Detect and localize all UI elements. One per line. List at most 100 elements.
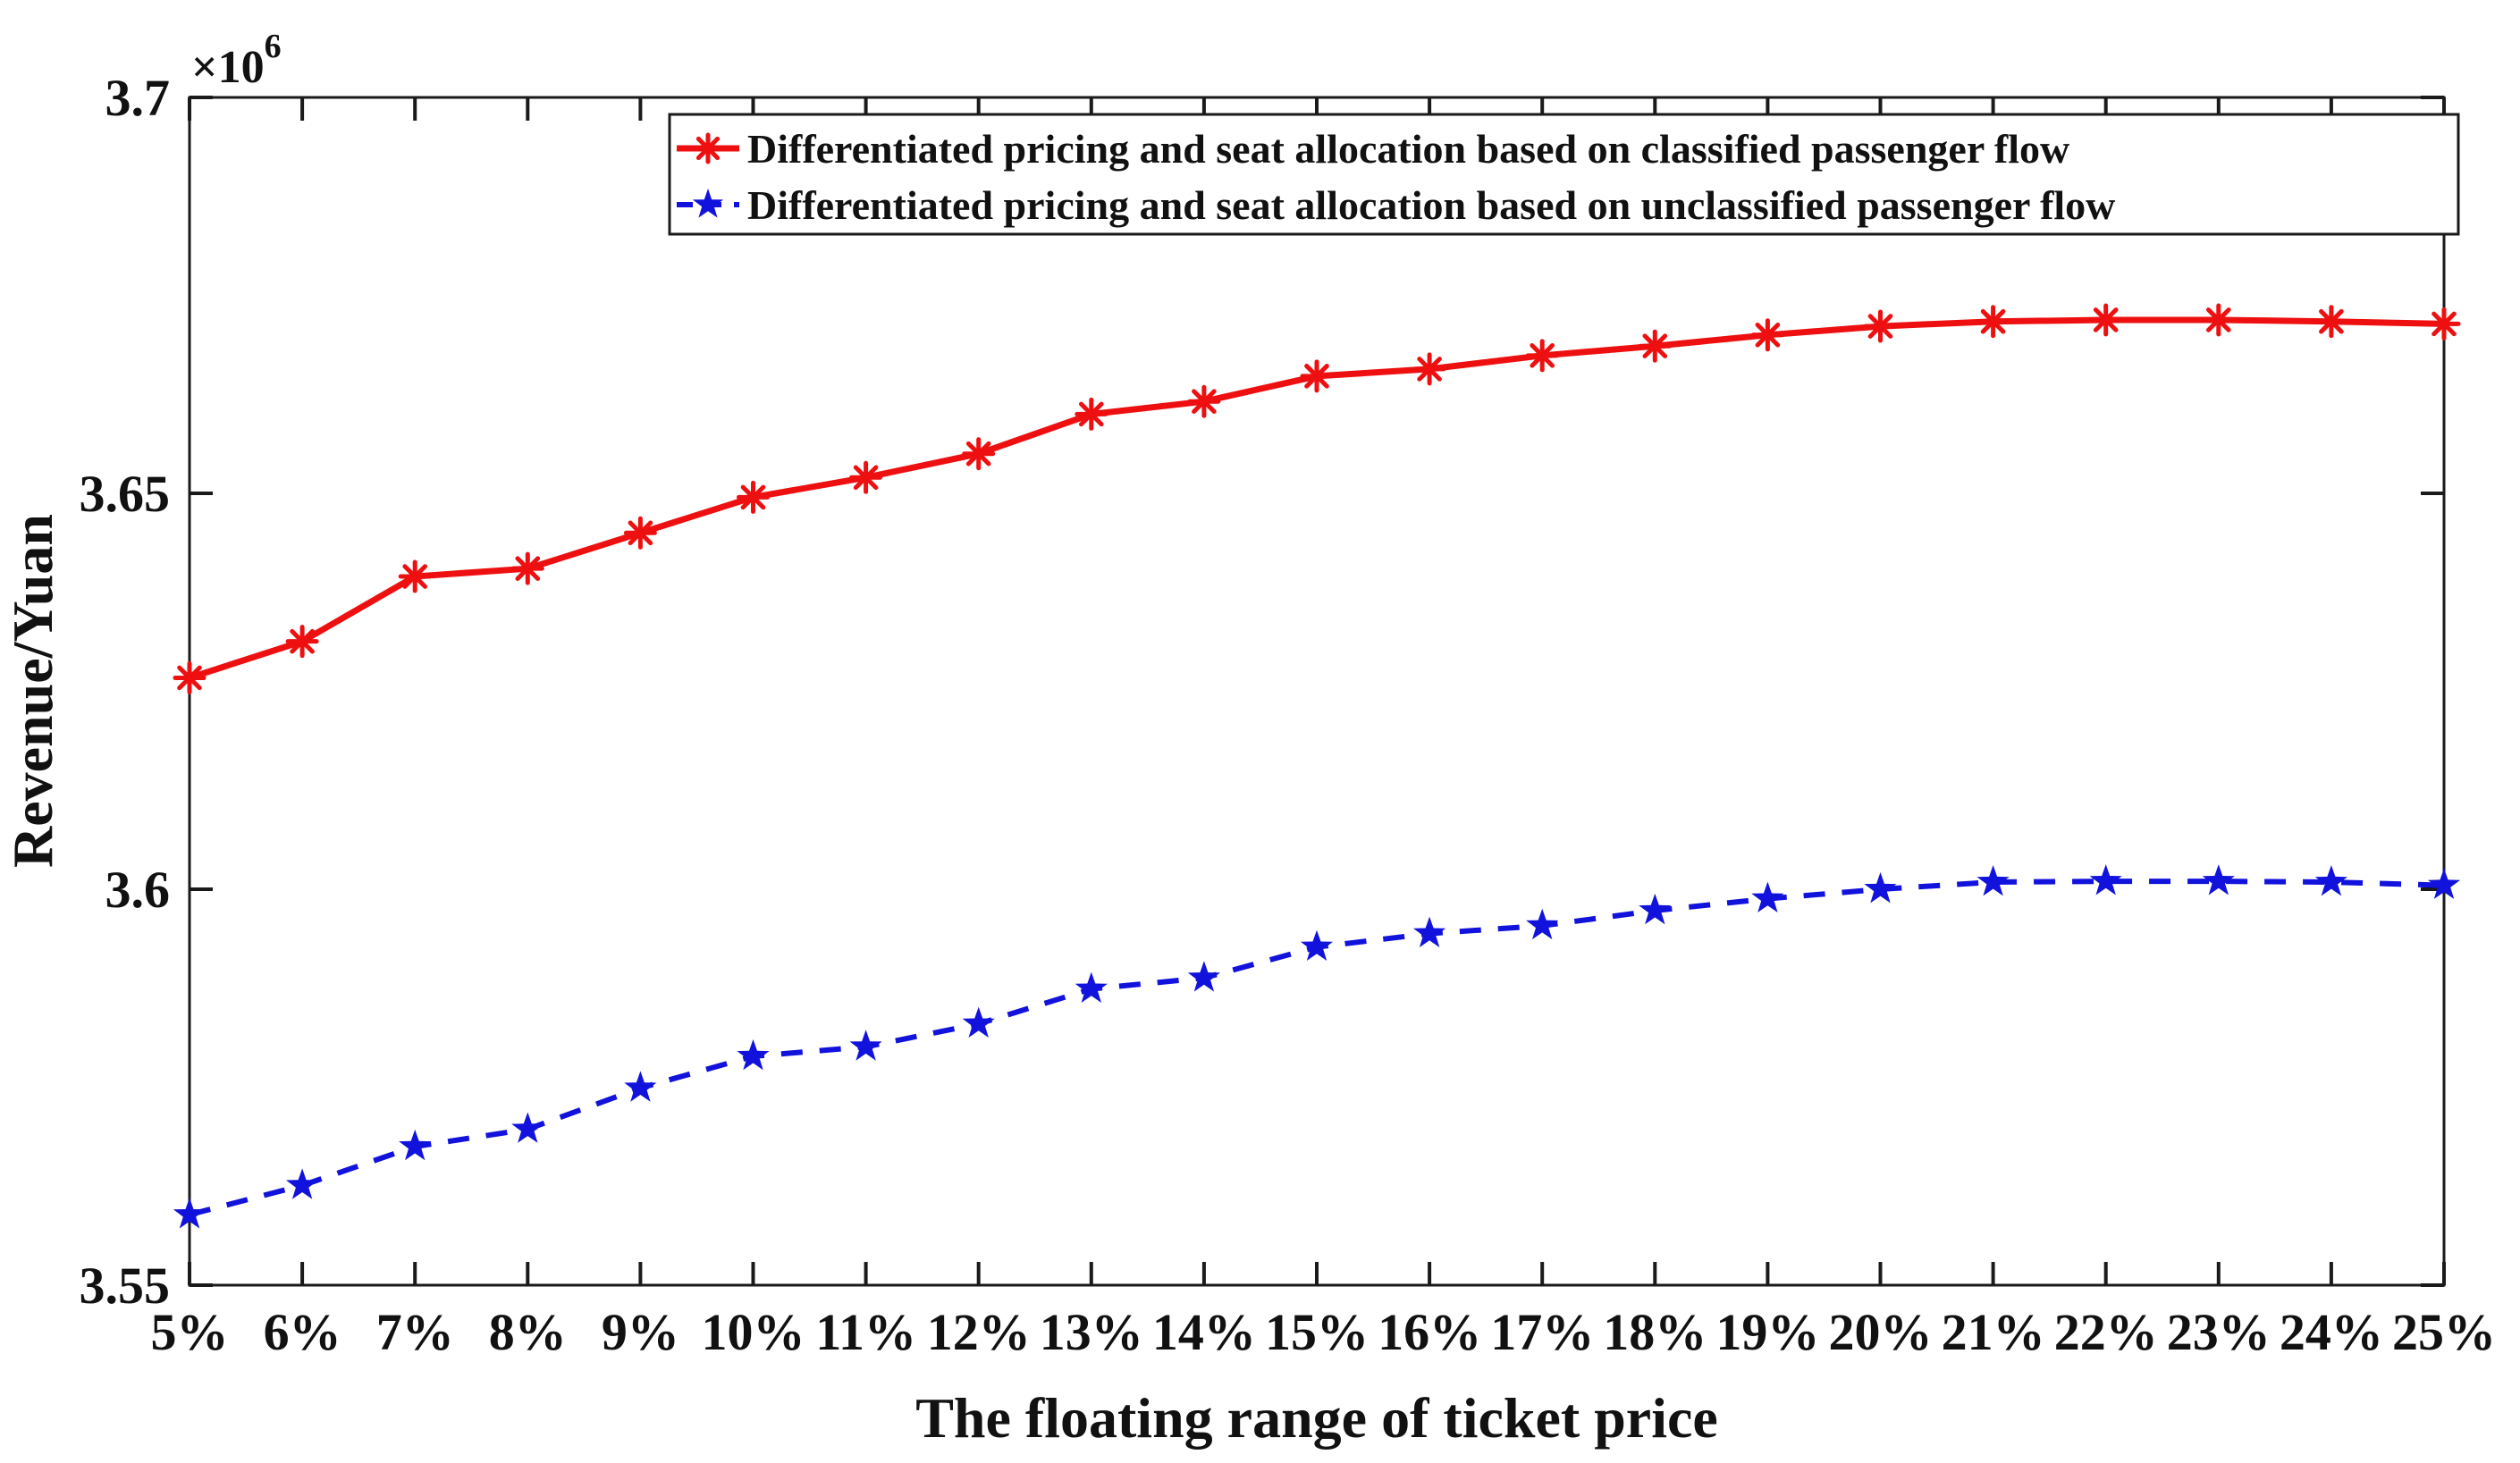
asterisk-spoke: [2093, 307, 2119, 332]
data-point-marker: [1639, 893, 1672, 925]
asterisk-spoke: [695, 136, 721, 161]
data-point-marker: [2202, 864, 2235, 895]
y-axis-offset-label: ×106: [191, 28, 282, 93]
legend-label: Differentiated pricing and seat allocati…: [747, 126, 2069, 172]
asterisk-spoke: [515, 556, 541, 581]
x-tick-label: 11%: [815, 1303, 916, 1361]
data-point-marker: [511, 1112, 544, 1143]
data-point-marker: [399, 1129, 432, 1161]
asterisk-spoke: [2432, 311, 2457, 337]
x-tick-label: 14%: [1152, 1303, 1256, 1361]
data-point-marker: [623, 516, 657, 550]
x-tick-label: 12%: [927, 1303, 1031, 1361]
data-point-marker: [398, 559, 432, 593]
data-point-marker: [1187, 961, 1220, 992]
data-point-marker: [2089, 864, 2122, 895]
asterisk-spoke: [2319, 308, 2344, 334]
asterisk-spoke: [1867, 314, 1893, 339]
asterisk-spoke: [1417, 357, 1442, 382]
data-point-marker: [1976, 865, 2010, 896]
plot-area-border: [188, 96, 2446, 1287]
data-point-marker: [849, 1030, 882, 1061]
x-tick-label: 5%: [151, 1303, 229, 1361]
data-point-marker: [286, 1168, 319, 1199]
x-tick-label: 20%: [1829, 1303, 1933, 1361]
legend-item-unclassified: Differentiated pricing and seat allocati…: [677, 182, 2115, 228]
asterisk-spoke: [1192, 389, 1217, 415]
asterisk-spoke: [177, 665, 202, 691]
data-point-marker: [737, 480, 770, 514]
data-point-marker: [1864, 872, 1897, 904]
data-point-marker: [1413, 916, 1446, 947]
x-tick-label: 8%: [489, 1303, 567, 1361]
asterisk-spoke: [1078, 401, 1104, 427]
x-tick-label: 16%: [1378, 1303, 1481, 1361]
asterisk-spoke: [1755, 322, 1781, 348]
x-tick-label: 7%: [376, 1303, 454, 1361]
data-point-marker: [173, 660, 206, 694]
data-point-marker: [1525, 339, 1559, 373]
y-tick-label: 3.55: [80, 1257, 171, 1315]
data-point-marker: [1075, 397, 1108, 431]
data-point-marker: [1412, 352, 1446, 386]
data-point-marker: [173, 1198, 206, 1229]
data-point-marker: [962, 437, 996, 471]
offset-base: ×10: [191, 42, 265, 93]
x-tick-label: 15%: [1265, 1303, 1369, 1361]
legend-label: Differentiated pricing and seat allocati…: [747, 182, 2115, 228]
x-tick-label: 9%: [602, 1303, 679, 1361]
x-tick-label: 19%: [1715, 1303, 1819, 1361]
asterisk-spoke: [402, 564, 428, 589]
x-tick-label: 21%: [1942, 1303, 2045, 1361]
data-point-marker: [849, 460, 883, 494]
legend-asterisk-marker-icon: [692, 132, 724, 164]
y-tick-label: 3.65: [80, 465, 171, 523]
data-point-marker: [1187, 384, 1221, 418]
data-point-marker: [2427, 307, 2461, 341]
x-tick-label: 17%: [1490, 1303, 1594, 1361]
data-point-marker: [2089, 303, 2123, 337]
asterisk-spoke: [740, 484, 766, 510]
data-point-marker: [1300, 929, 1334, 961]
legend-item-classified: Differentiated pricing and seat allocati…: [677, 126, 2069, 172]
x-tick-label: 23%: [2167, 1303, 2271, 1361]
data-point-marker: [1526, 908, 1559, 940]
data-point-marker: [1750, 318, 1784, 352]
data-point-marker: [737, 1038, 770, 1071]
asterisk-spoke: [2205, 307, 2231, 332]
asterisk-spoke: [628, 520, 653, 546]
y-tick-label: 3.6: [105, 861, 171, 919]
y-axis-label: Revenue/Yuan: [1, 514, 64, 868]
data-point-marker: [1751, 881, 1784, 912]
data-point-marker: [1638, 329, 1672, 363]
data-point-marker: [285, 625, 319, 659]
asterisk-spoke: [1304, 364, 1329, 389]
data-point-marker: [2202, 303, 2236, 337]
x-tick-label: 24%: [2280, 1303, 2383, 1361]
y-tick-label: 3.7: [105, 69, 171, 127]
data-point-marker: [510, 551, 544, 585]
data-point-marker: [1976, 305, 2010, 339]
asterisk-spoke: [290, 628, 315, 654]
asterisk-spoke: [1530, 343, 1555, 368]
data-point-marker: [2314, 305, 2348, 339]
x-tick-label: 25%: [2392, 1303, 2496, 1361]
x-tick-label: 10%: [702, 1303, 805, 1361]
x-tick-label: 6%: [264, 1303, 341, 1361]
asterisk-spoke: [965, 441, 991, 467]
x-tick-label: 13%: [1040, 1303, 1143, 1361]
asterisk-spoke: [853, 465, 879, 491]
data-point-marker: [1300, 359, 1334, 393]
asterisk-spoke: [1980, 308, 2006, 334]
data-point-marker: [2427, 868, 2461, 899]
data-point-marker: [1075, 971, 1108, 1003]
asterisk-spoke: [1642, 333, 1668, 359]
x-tick-label: 18%: [1603, 1303, 1707, 1361]
legend-star-marker-icon: [692, 189, 724, 218]
x-axis-label: The floating range of ticket price: [915, 1386, 1718, 1450]
data-point-marker: [624, 1071, 657, 1102]
legend-box: [668, 113, 2460, 236]
data-point-marker: [2314, 865, 2347, 896]
